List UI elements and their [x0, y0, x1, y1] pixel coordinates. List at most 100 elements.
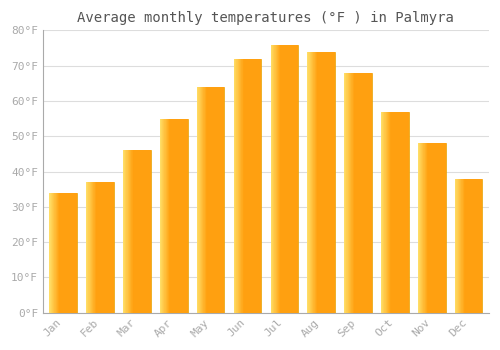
Bar [382, 112, 383, 313]
Bar [275, 44, 276, 313]
Bar [180, 119, 181, 313]
Bar [74, 193, 75, 313]
Bar [94, 182, 95, 313]
Bar [460, 178, 461, 313]
Bar [92, 182, 93, 313]
Bar [134, 150, 136, 313]
Bar [462, 178, 463, 313]
Bar [370, 73, 371, 313]
Bar [174, 119, 175, 313]
Bar [176, 119, 177, 313]
Bar [64, 193, 65, 313]
Bar [270, 44, 271, 313]
Bar [61, 193, 62, 313]
Bar [324, 51, 325, 313]
Bar [184, 119, 185, 313]
Bar [422, 143, 423, 313]
Bar [322, 51, 323, 313]
Bar [147, 150, 148, 313]
Bar [50, 193, 77, 313]
Bar [222, 87, 223, 313]
Bar [165, 119, 166, 313]
Bar [396, 112, 397, 313]
Bar [334, 51, 335, 313]
Bar [470, 178, 471, 313]
Bar [352, 73, 353, 313]
Bar [356, 73, 357, 313]
Bar [430, 143, 431, 313]
Bar [110, 182, 111, 313]
Bar [293, 44, 294, 313]
Bar [439, 143, 440, 313]
Bar [168, 119, 169, 313]
Bar [86, 182, 87, 313]
Bar [255, 59, 256, 313]
Bar [143, 150, 144, 313]
Bar [109, 182, 110, 313]
Bar [442, 143, 443, 313]
Bar [474, 178, 476, 313]
Bar [173, 119, 174, 313]
Bar [436, 143, 438, 313]
Bar [353, 73, 354, 313]
Bar [55, 193, 56, 313]
Bar [240, 59, 241, 313]
Bar [160, 119, 188, 313]
Bar [282, 44, 284, 313]
Bar [274, 44, 275, 313]
Bar [383, 112, 384, 313]
Bar [463, 178, 464, 313]
Bar [402, 112, 403, 313]
Bar [90, 182, 91, 313]
Bar [130, 150, 131, 313]
Bar [238, 59, 239, 313]
Bar [244, 59, 246, 313]
Bar [433, 143, 434, 313]
Bar [164, 119, 165, 313]
Bar [123, 150, 124, 313]
Bar [434, 143, 435, 313]
Bar [209, 87, 210, 313]
Bar [252, 59, 253, 313]
Bar [330, 51, 331, 313]
Bar [56, 193, 57, 313]
Bar [384, 112, 385, 313]
Bar [140, 150, 141, 313]
Bar [59, 193, 60, 313]
Bar [206, 87, 207, 313]
Bar [385, 112, 386, 313]
Bar [465, 178, 466, 313]
Bar [65, 193, 66, 313]
Bar [395, 112, 396, 313]
Bar [185, 119, 186, 313]
Bar [361, 73, 362, 313]
Bar [310, 51, 312, 313]
Bar [241, 59, 242, 313]
Bar [251, 59, 252, 313]
Bar [146, 150, 147, 313]
Bar [102, 182, 103, 313]
Bar [277, 44, 278, 313]
Bar [54, 193, 55, 313]
Bar [290, 44, 291, 313]
Bar [389, 112, 390, 313]
Bar [296, 44, 297, 313]
Bar [221, 87, 222, 313]
Bar [390, 112, 391, 313]
Bar [381, 112, 382, 313]
Bar [481, 178, 482, 313]
Bar [220, 87, 221, 313]
Bar [325, 51, 326, 313]
Bar [125, 150, 126, 313]
Bar [461, 178, 462, 313]
Bar [179, 119, 180, 313]
Bar [284, 44, 285, 313]
Bar [177, 119, 178, 313]
Bar [246, 59, 247, 313]
Bar [141, 150, 142, 313]
Bar [52, 193, 54, 313]
Bar [459, 178, 460, 313]
Bar [349, 73, 350, 313]
Bar [242, 59, 243, 313]
Bar [399, 112, 400, 313]
